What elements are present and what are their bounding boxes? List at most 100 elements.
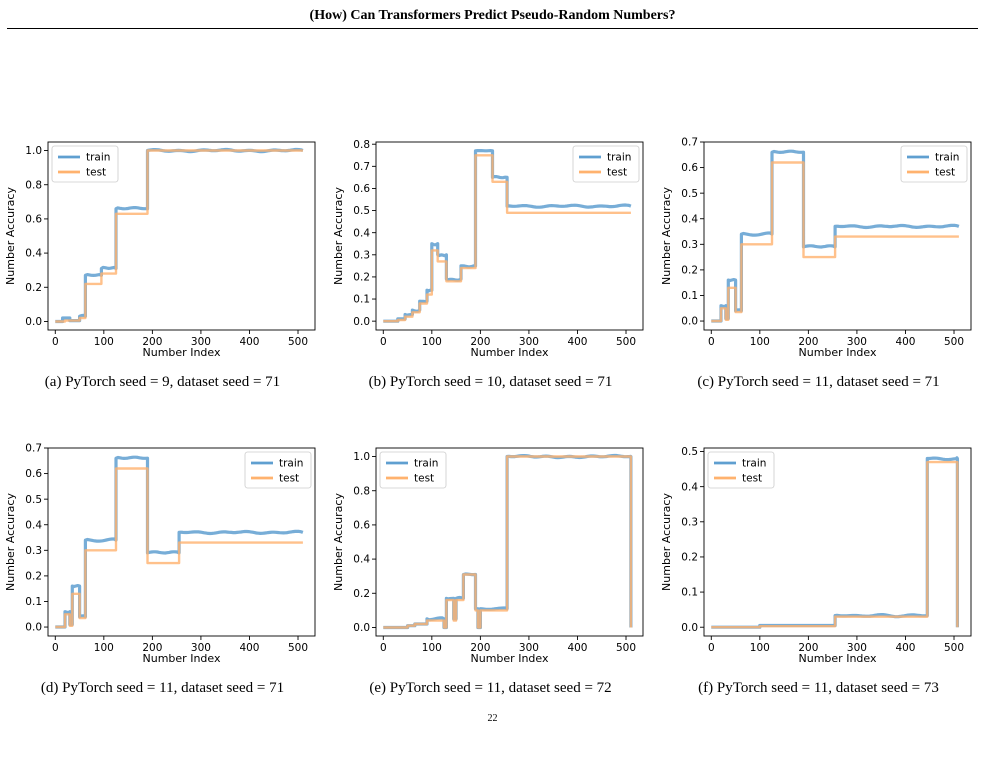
y-tick-label-a-1: 0.2 [25,282,42,294]
caption-d: (d) PyTorch seed = 11, dataset seed = 71 [40,680,285,696]
y-tick-label-b-1: 0.1 [353,294,370,306]
x-tick-label-b-5: 500 [616,336,636,348]
legend-label-train-c: train [935,152,959,164]
x-tick-label-e-2: 200 [470,642,490,654]
x-tick-label-c-0: 0 [708,336,715,348]
legend-label-train-b: train [607,152,631,164]
chart-d: 0 100 200 300 400 500 0.0 0.1 0.2 0.3 0.4 0.5 0.6 0.7… [4,443,316,665]
x-tick-label-e-5: 500 [616,642,636,654]
x-tick-label-d-5: 500 [288,642,308,654]
y-tick-label-e-1: 0.2 [353,588,370,600]
y-tick-label-a-2: 0.4 [25,248,42,260]
axes-frame-e [375,447,644,637]
x-tick-label-f-1: 100 [750,642,770,654]
x-axis-label-b: Number Index [471,346,549,359]
x-tick-label-d-4: 400 [239,642,259,654]
x-tick-label-d-2: 200 [142,642,162,654]
x-tick-label-b-1: 100 [422,336,442,348]
y-tick-label-d-2: 0.2 [25,570,42,582]
x-tick-label-a-5: 500 [288,336,308,348]
y-tick-label-d-4: 0.4 [25,519,42,531]
x-tick-label-b-2: 200 [470,336,490,348]
figure-panel-a: 0 100 200 300 400 500 0.0 0.2 0.4 0.6 0.8 1.0 Number… [0,132,325,452]
legend-label-test-c: test [935,167,955,179]
x-tick-label-a-4: 400 [239,336,259,348]
running-title: (How) Can Transformers Predict Pseudo-Ra… [309,8,676,23]
y-tick-label-b-7: 0.7 [353,161,370,173]
y-tick-label-d-3: 0.3 [25,545,42,557]
y-tick-label-a-0: 0.0 [25,316,42,328]
figure-panel-e: 0 100 200 300 400 500 0.0 0.2 0.4 0.6 0.8 1.0 Number… [328,438,653,758]
y-tick-label-f-3: 0.3 [681,516,698,528]
legend-label-train-d: train [279,458,303,470]
legend-label-train-a: train [86,152,110,164]
y-tick-label-e-4: 0.8 [353,485,370,497]
y-tick-label-b-5: 0.5 [353,205,370,217]
y-tick-label-b-2: 0.2 [353,272,370,284]
legend-label-train-e: train [414,458,438,470]
legend-label-test-e: test [414,473,434,485]
y-tick-label-c-7: 0.7 [681,137,698,149]
x-tick-label-c-5: 500 [944,336,964,348]
legend-label-test-b: test [607,167,627,179]
x-tick-label-d-0: 0 [52,642,59,654]
caption-a: (a) PyTorch seed = 9, dataset seed = 71 [44,374,281,390]
x-tick-label-d-1: 100 [94,642,114,654]
y-tick-label-c-1: 0.1 [681,290,698,302]
axes-frame-c [703,141,972,331]
y-tick-label-f-2: 0.2 [681,552,698,564]
y-tick-label-b-8: 0.8 [353,139,370,151]
y-axis-label-d: Number Accuracy [4,493,17,591]
y-tick-label-c-2: 0.2 [681,264,698,276]
y-tick-label-f-0: 0.0 [681,622,698,634]
header-rule [7,28,978,29]
legend-label-test-a: test [86,167,106,179]
y-tick-label-d-0: 0.0 [25,622,42,634]
caption-c: (c) PyTorch seed = 11, dataset seed = 71 [697,374,940,390]
y-tick-label-d-7: 0.7 [25,443,42,455]
x-tick-label-f-4: 400 [895,642,915,654]
y-tick-label-e-2: 0.4 [353,554,370,566]
x-tick-label-b-3: 300 [519,336,539,348]
page-number: 22 [487,713,498,724]
axes-frame-a [47,141,316,331]
x-tick-label-e-3: 300 [519,642,539,654]
x-axis-label-a: Number Index [143,346,221,359]
chart-c: 0 100 200 300 400 500 0.0 0.1 0.2 0.3 0.4 0.5 0.6 0.7… [660,137,972,359]
figure-panel-c: 0 100 200 300 400 500 0.0 0.1 0.2 0.3 0.4 0.5 0.6 0.7… [656,132,981,452]
y-axis-label-a: Number Accuracy [4,187,17,285]
caption-b: (b) PyTorch seed = 10, dataset seed = 71 [368,374,613,390]
legend-label-test-f: test [742,473,762,485]
chart-e: 0 100 200 300 400 500 0.0 0.2 0.4 0.6 0.8 1.0 Number… [332,447,644,665]
x-tick-label-a-3: 300 [191,336,211,348]
y-tick-label-d-1: 0.1 [25,596,42,608]
x-tick-label-f-5: 500 [944,642,964,654]
x-tick-label-e-0: 0 [380,642,387,654]
chart-f: 0 100 200 300 400 500 0.0 0.1 0.2 0.3 0.4 0.5 Number… [660,446,972,665]
y-tick-label-f-1: 0.1 [681,587,698,599]
x-tick-label-f-2: 200 [798,642,818,654]
y-tick-label-b-3: 0.3 [353,249,370,261]
y-tick-label-a-5: 1.0 [25,145,42,157]
series-line-test-b [383,154,631,323]
series-line-test-e [383,455,633,629]
series-line-train-c [711,149,960,323]
y-tick-label-c-4: 0.4 [681,213,698,225]
x-tick-label-a-2: 200 [142,336,162,348]
x-tick-label-c-2: 200 [798,336,818,348]
x-tick-label-e-1: 100 [422,642,442,654]
chart-b: 0 100 200 300 400 500 0.0 0.1 0.2 0.3 0.4 0.5 0.6 0.7… [332,139,644,359]
y-tick-label-c-5: 0.5 [681,188,698,200]
series-line-train-d [55,455,304,629]
y-tick-label-d-6: 0.6 [25,468,42,480]
axes-frame-f [703,447,972,637]
axes-frame-b [375,141,644,331]
x-tick-label-b-0: 0 [380,336,387,348]
y-tick-label-a-4: 0.8 [25,179,42,191]
caption-f: (f) PyTorch seed = 11, dataset seed = 73 [698,680,939,696]
figure-panel-f: 0 100 200 300 400 500 0.0 0.1 0.2 0.3 0.4 0.5 Number… [656,438,981,758]
series-line-test-c [711,161,959,323]
x-axis-label-c: Number Index [799,346,877,359]
series-line-train-b [383,149,632,323]
legend-label-test-d: test [279,473,299,485]
